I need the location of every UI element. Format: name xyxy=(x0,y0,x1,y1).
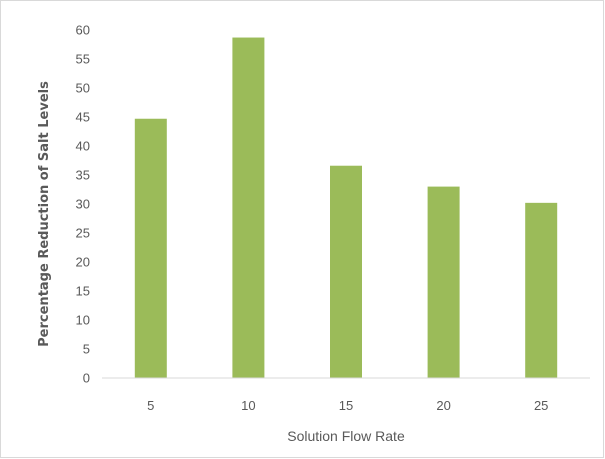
x-tick-label: 5 xyxy=(147,398,154,413)
y-tick-label: 20 xyxy=(76,255,90,270)
x-tick-label: 15 xyxy=(339,398,353,413)
y-tick-label: 35 xyxy=(76,168,90,183)
bars xyxy=(134,37,558,379)
y-tick-label: 40 xyxy=(76,139,90,154)
y-axis-label: Percentage Reduction of Salt Levels xyxy=(37,81,52,347)
x-axis-ticks: 5 10 15 20 25 xyxy=(147,398,548,413)
y-tick-label: 15 xyxy=(76,284,90,299)
y-tick-label: 5 xyxy=(83,342,90,357)
x-axis-label: Solution Flow Rate xyxy=(287,428,405,444)
bar xyxy=(330,165,362,378)
y-tick-label: 25 xyxy=(76,226,90,241)
x-tick-label: 25 xyxy=(534,398,548,413)
x-tick-label: 20 xyxy=(436,398,450,413)
y-tick-label: 45 xyxy=(76,110,90,125)
bar xyxy=(525,202,558,378)
y-axis-ticks: 0 5 10 15 20 25 30 35 40 45 50 55 60 xyxy=(76,23,90,386)
y-tick-label: 0 xyxy=(83,371,90,386)
y-tick-label: 60 xyxy=(76,23,90,38)
bar xyxy=(134,118,167,379)
y-tick-label: 55 xyxy=(76,52,90,67)
y-tick-label: 50 xyxy=(76,81,90,96)
bar xyxy=(232,37,265,378)
y-tick-label: 10 xyxy=(76,313,90,328)
x-tick-label: 10 xyxy=(241,398,255,413)
bar xyxy=(427,186,460,378)
y-tick-label: 30 xyxy=(76,197,90,212)
